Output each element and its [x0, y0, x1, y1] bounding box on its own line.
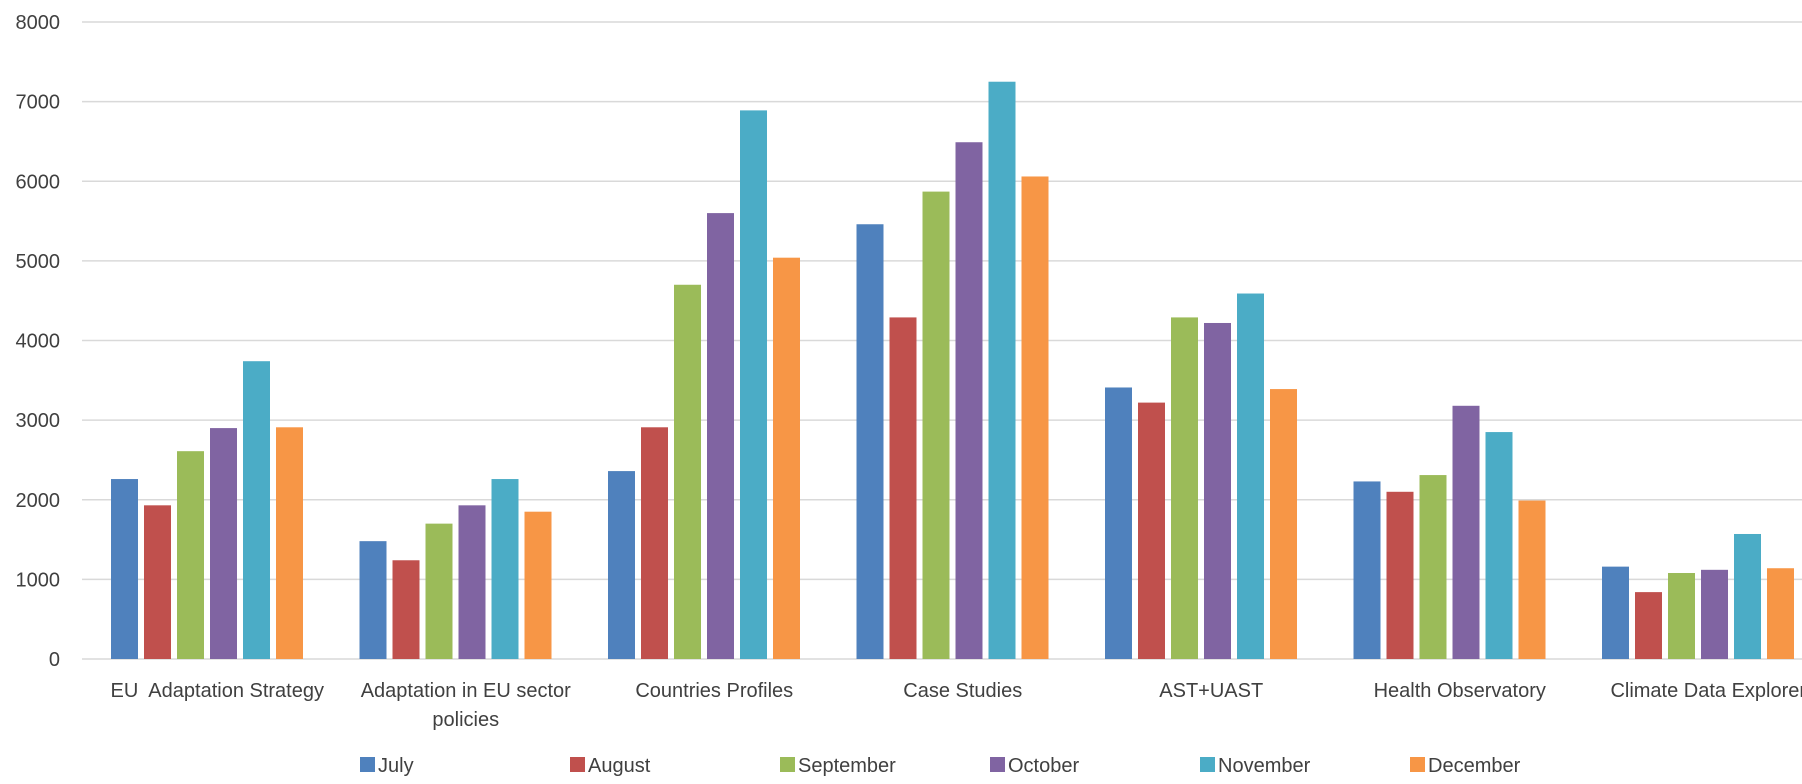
legend-swatch [1410, 757, 1425, 772]
legend-swatch [990, 757, 1005, 772]
bar [1734, 533, 1761, 659]
legend-label: November [1218, 755, 1311, 777]
bar [1386, 491, 1414, 659]
bar [1668, 573, 1695, 659]
bars [111, 81, 1794, 660]
bar [1138, 402, 1165, 659]
legend-label: September [798, 755, 896, 777]
y-tick-label: 3000 [16, 410, 61, 432]
bar [177, 451, 204, 659]
legend-label: October [1008, 755, 1079, 777]
x-category-label: Health Observatory [1374, 680, 1546, 702]
bar [1105, 387, 1132, 659]
bar [856, 224, 884, 659]
bar [1452, 405, 1480, 659]
bar [1237, 293, 1264, 659]
bar [1701, 569, 1728, 659]
legend-swatch [570, 757, 585, 772]
bar [1353, 481, 1381, 659]
bar [740, 110, 767, 660]
y-tick-label: 0 [49, 649, 60, 671]
legend-swatch [360, 757, 375, 772]
bar [359, 541, 387, 659]
bar [524, 511, 552, 659]
legend-swatch [1200, 757, 1215, 772]
bar [243, 361, 270, 659]
bar [773, 257, 800, 659]
bar [1021, 176, 1049, 659]
bar [1171, 317, 1198, 659]
y-axis-ticks: 0 1000 2000 3000 4000 5000 6000 7000 8000 [16, 12, 61, 671]
y-tick-label: 6000 [16, 171, 61, 193]
bar [491, 479, 519, 659]
bar [889, 317, 917, 659]
bar [988, 81, 1016, 659]
x-category-label: EU Adaptation Strategy [111, 680, 324, 702]
bar [608, 471, 635, 659]
x-axis-categories: EU Adaptation Strategy Adaptation in EU s… [111, 680, 1802, 731]
bar [1419, 475, 1447, 659]
bar [276, 427, 303, 659]
bar [210, 428, 237, 659]
bar [111, 479, 138, 659]
y-tick-label: 5000 [16, 251, 61, 273]
legend-label: August [588, 755, 651, 777]
bar [1485, 432, 1513, 659]
y-tick-label: 1000 [16, 569, 61, 591]
legend-label: December [1428, 755, 1521, 777]
x-category-label: AST+UAST [1159, 680, 1263, 702]
legend: July August September October November Decemb… [360, 755, 1521, 777]
bar [1518, 500, 1546, 659]
bar [707, 213, 734, 659]
bar [1204, 322, 1231, 659]
bar [674, 284, 701, 659]
legend-swatch [780, 757, 795, 772]
x-category-label: Case Studies [903, 680, 1022, 702]
bar [641, 427, 668, 659]
bar [392, 560, 420, 659]
bar [458, 505, 486, 659]
bar [1602, 566, 1629, 659]
bar [955, 142, 983, 659]
bar [922, 191, 950, 659]
bar [425, 523, 453, 659]
y-tick-label: 8000 [16, 12, 61, 34]
bar [1270, 389, 1297, 659]
bar [1635, 592, 1662, 659]
x-category-label: Countries Profiles [635, 680, 793, 702]
y-tick-label: 4000 [16, 331, 61, 353]
x-category-label: Adaptation in EU sector policies [361, 680, 571, 731]
y-tick-label: 2000 [16, 490, 61, 512]
bar [144, 505, 171, 659]
legend-label: July [378, 755, 414, 777]
bar [1767, 568, 1794, 659]
y-tick-label: 7000 [16, 92, 61, 114]
x-category-label: Climate Data Explorer [1610, 680, 1802, 702]
